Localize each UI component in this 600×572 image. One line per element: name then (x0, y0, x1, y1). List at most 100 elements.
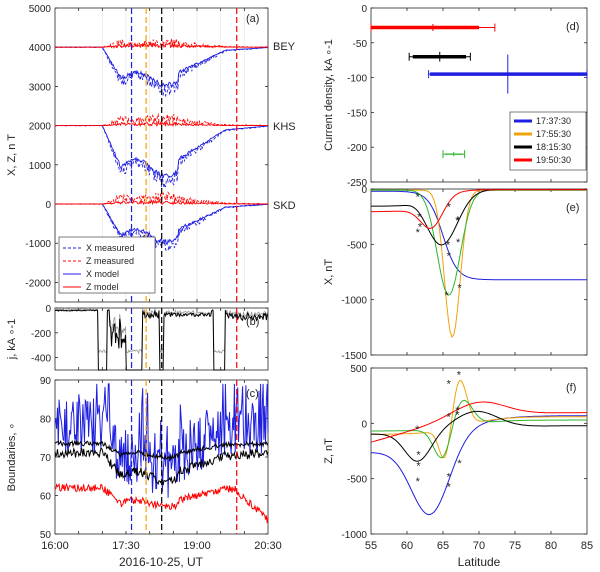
measurement-star: * (446, 239, 451, 251)
z-model-skd (55, 199, 268, 206)
y-tick-label: -150 (347, 108, 367, 119)
measurement-star: * (455, 215, 460, 227)
legend-1737: 17:37:30 (536, 116, 571, 126)
y-tick-label: 50 (40, 530, 52, 541)
panel-f-frame (370, 367, 588, 535)
y-tick-label: 80 (40, 415, 52, 426)
y-tick-label: -1000 (25, 239, 51, 250)
panel-b-label: (b) (246, 316, 259, 328)
panel-f-ylabel: Z, nT (323, 438, 335, 464)
y-tick-label: 3000 (29, 82, 52, 93)
y-tick-label: 0 (361, 419, 367, 430)
y-tick-label: -200 (31, 329, 51, 340)
z-profile-0 (370, 415, 587, 516)
y-tick-label: -400 (31, 354, 51, 365)
lat-tick-label: 75 (509, 540, 521, 552)
measurement-star: * (447, 412, 452, 424)
time-tick-label: 20:30 (254, 540, 282, 552)
panel-f-label: (f) (566, 382, 576, 394)
legend-x-measured: X measured (86, 243, 135, 253)
legend-z-measured: Z measured (86, 256, 134, 266)
panel-e-label: (e) (566, 202, 579, 214)
measurement-star: * (415, 424, 420, 436)
y-tick-label: 70 (40, 453, 52, 464)
measurement-star: * (416, 192, 421, 204)
measurement-star: * (444, 290, 449, 302)
station-label-bey: BEY (273, 41, 296, 53)
measurement-star: * (447, 250, 452, 262)
measurement-star: * (447, 202, 452, 214)
measurement-star: * (457, 282, 462, 294)
z-profile-3 (371, 410, 587, 462)
legend-box (58, 236, 156, 294)
x-profile-0 (371, 190, 587, 281)
lat-tick-label: 65 (437, 540, 449, 552)
y-tick-label: 5000 (29, 4, 52, 15)
legend-1950: 19:50:30 (536, 155, 571, 165)
measurement-star: * (447, 471, 452, 483)
z-profile-4 (370, 401, 587, 443)
y-tick-label: -100 (347, 74, 367, 85)
y-tick-label: -500 (347, 240, 367, 251)
lat-tick-label: 55 (365, 540, 377, 552)
y-tick-label: 0 (45, 304, 51, 315)
y-tick-label: 60 (40, 492, 52, 503)
measurement-star: * (456, 237, 461, 249)
measurement-star: * (447, 378, 452, 390)
y-tick-label: -1000 (341, 530, 367, 541)
y-tick-label: 0 (361, 4, 367, 15)
lat-tick-label: 80 (545, 540, 557, 552)
y-tick-label: 500 (350, 364, 367, 375)
y-tick-label: -50 (353, 39, 368, 50)
panel-c-label: (c) (246, 388, 259, 400)
panel-a-ylabel: X, Z, n T (6, 134, 18, 176)
station-label-khs: KHS (273, 121, 296, 133)
panel-d-ylabel: Current density, kA ∘-1 (323, 39, 335, 151)
measurement-star: * (457, 370, 462, 382)
y-tick-label: -2000 (25, 278, 51, 289)
z-profile-1 (371, 379, 587, 459)
y-tick-label: 2000 (29, 122, 52, 133)
lat-tick-label: 85 (581, 540, 593, 552)
legend-z-model: Z model (86, 282, 119, 292)
time-tick-label: 16:00 (41, 540, 69, 552)
panel-d-legend: 17:37:30 17:55:30 18:15:30 19:50:30 (509, 111, 587, 171)
measurement-star: * (457, 458, 462, 470)
y-tick-label: -1000 (341, 296, 367, 307)
measurement-star: * (416, 227, 421, 239)
time-tick-label: 17:30 (112, 540, 140, 552)
panel-c-ylabel: Boundaries, ∘ (6, 423, 18, 492)
panel-b-current: -400 -200 0 (b) j, kA ∘-1 (6, 304, 269, 371)
measurement-star: * (455, 409, 460, 421)
boundary-blue (54, 383, 269, 498)
panel-d-current-density: -250 -200 -150 -100 -50 0 (d) Current density… (323, 4, 588, 189)
lat-xlabel: Latitude (458, 555, 501, 569)
panel-a-label: (a) (246, 13, 259, 25)
current-line (54, 309, 269, 371)
measurement-star: * (416, 476, 421, 488)
y-tick-label: -200 (347, 143, 367, 154)
measurement-star: * (455, 405, 460, 417)
x-profile-4 (371, 189, 587, 229)
panel-e-x-latitude: -1500-1000-5000 ******** **** (e) X, nT (323, 185, 588, 362)
lat-tick-label: 60 (401, 540, 413, 552)
panel-e-ylabel: X, nT (323, 259, 335, 286)
y-tick-label: 4000 (29, 43, 52, 54)
y-tick-label: -250 (347, 178, 367, 189)
z-profile-2 (371, 399, 587, 459)
measurement-star: * (447, 481, 452, 493)
boundary-red (54, 482, 269, 524)
measurement-star: * (416, 449, 421, 461)
panel-c-boundaries: 50 60 70 80 90 (c) Boundaries, ∘ 16:00 17:30 1… (6, 376, 282, 569)
station-label-skd: SKD (273, 200, 296, 212)
measurement-star: * (416, 460, 421, 472)
y-tick-label: 0 (361, 185, 367, 196)
measurement-star: * (456, 215, 461, 227)
lat-tick-label: 70 (473, 540, 485, 552)
y-tick-label: 90 (40, 376, 52, 387)
panel-e-frame (370, 188, 588, 356)
legend-x-model: X model (86, 269, 119, 279)
